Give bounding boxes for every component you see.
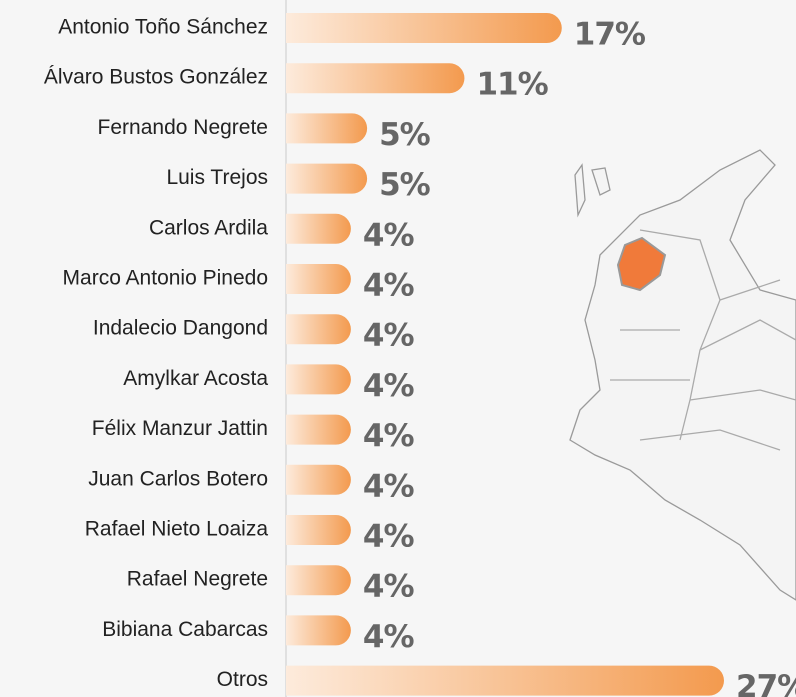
category-label: Antonio Toño Sánchez: [58, 16, 268, 39]
map: [569, 149, 796, 601]
bar: [286, 665, 725, 696]
bar: [286, 515, 351, 545]
value-label: 11%: [476, 67, 548, 103]
value-label: 4%: [363, 368, 415, 404]
value-label: 4%: [363, 217, 415, 253]
category-label: Juan Carlos Botero: [88, 467, 268, 490]
category-label: Álvaro Bustos González: [44, 66, 268, 89]
value-label: 5%: [379, 117, 431, 153]
value-label: 5%: [379, 167, 431, 203]
value-label: 27%: [736, 669, 796, 697]
category-label: Luis Trejos: [166, 166, 268, 189]
bar: [286, 414, 351, 445]
bar: [286, 113, 368, 144]
category-label: Rafael Negrete: [127, 568, 268, 591]
bar: [286, 364, 351, 395]
value-label: 17%: [574, 17, 646, 53]
value-label: 4%: [363, 519, 415, 555]
bar: [286, 264, 351, 294]
category-label: Indalecio Dangond: [93, 317, 268, 340]
bar: [286, 213, 351, 244]
bar: [286, 565, 351, 596]
bar: [286, 615, 351, 646]
bar: [286, 63, 465, 94]
bar: [286, 464, 351, 495]
value-label: 4%: [363, 268, 415, 304]
bar: [286, 314, 351, 345]
category-label: Otros: [217, 668, 268, 691]
value-label: 4%: [363, 468, 415, 504]
value-label: 4%: [363, 569, 415, 605]
category-label: Amylkar Acosta: [123, 367, 268, 390]
category-label: Bibiana Cabarcas: [102, 618, 268, 641]
bar: [286, 163, 368, 194]
value-label: 4%: [363, 318, 415, 354]
category-label: Rafael Nieto Loaiza: [85, 518, 269, 541]
bar: [286, 13, 562, 43]
category-label: Carlos Ardila: [149, 216, 268, 239]
value-label: 4%: [363, 418, 415, 454]
value-label: 4%: [363, 619, 415, 655]
category-label: Fernando Negrete: [98, 116, 268, 139]
category-label: Marco Antonio Pinedo: [63, 267, 268, 290]
category-label: Félix Manzur Jattin: [92, 417, 268, 440]
